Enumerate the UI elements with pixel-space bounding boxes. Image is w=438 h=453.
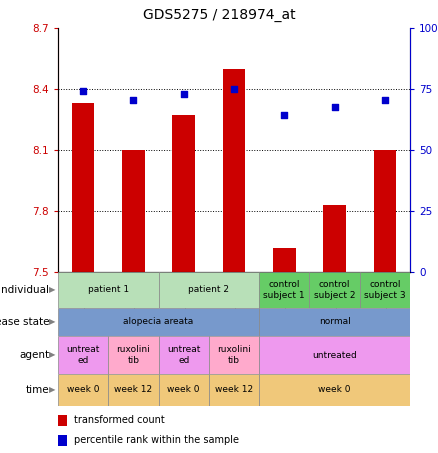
Text: individual: individual xyxy=(0,285,49,295)
Bar xyxy=(374,150,396,272)
Bar xyxy=(209,336,259,374)
Text: patient 2: patient 2 xyxy=(188,285,230,294)
Text: agent: agent xyxy=(19,350,49,360)
Text: alopecia areata: alopecia areata xyxy=(124,318,194,327)
Bar xyxy=(259,308,410,336)
Point xyxy=(180,90,187,97)
Bar xyxy=(159,336,209,374)
Bar xyxy=(273,248,296,272)
Bar xyxy=(259,374,410,406)
Text: control
subject 1: control subject 1 xyxy=(264,280,305,300)
Text: week 12: week 12 xyxy=(114,386,152,395)
Text: patient 1: patient 1 xyxy=(88,285,129,294)
Bar xyxy=(108,374,159,406)
Bar xyxy=(223,69,245,272)
Text: ruxolini
tib: ruxolini tib xyxy=(217,345,251,365)
Text: GSM1414315: GSM1414315 xyxy=(230,272,239,333)
Text: GSM1414314: GSM1414314 xyxy=(179,272,188,333)
Bar xyxy=(58,414,67,426)
Bar xyxy=(108,336,159,374)
Bar xyxy=(72,103,95,272)
Text: ruxolini
tib: ruxolini tib xyxy=(117,345,150,365)
Text: percentile rank within the sample: percentile rank within the sample xyxy=(74,435,239,445)
Bar xyxy=(122,150,145,272)
Text: untreat
ed: untreat ed xyxy=(167,345,201,365)
Bar xyxy=(58,308,259,336)
Point xyxy=(130,96,137,104)
Bar xyxy=(58,272,159,308)
Point xyxy=(230,85,237,92)
Text: ▶: ▶ xyxy=(49,351,56,360)
Text: week 0: week 0 xyxy=(167,386,200,395)
Bar xyxy=(58,374,108,406)
Text: untreated: untreated xyxy=(312,351,357,360)
Point xyxy=(381,96,389,104)
Point xyxy=(331,104,338,111)
Point xyxy=(281,111,288,118)
Text: ▶: ▶ xyxy=(49,386,56,395)
Bar xyxy=(58,435,67,446)
Text: GSM1414316: GSM1414316 xyxy=(280,272,289,333)
Text: transformed count: transformed count xyxy=(74,415,165,425)
Text: GDS5275 / 218974_at: GDS5275 / 218974_at xyxy=(143,8,295,22)
Text: GSM1414313: GSM1414313 xyxy=(129,272,138,333)
Text: ▶: ▶ xyxy=(49,318,56,327)
Text: week 0: week 0 xyxy=(67,386,99,395)
Text: normal: normal xyxy=(319,318,350,327)
Text: GSM1414312: GSM1414312 xyxy=(79,272,88,333)
Text: ▶: ▶ xyxy=(49,285,56,294)
Bar xyxy=(209,374,259,406)
Text: time: time xyxy=(25,385,49,395)
Bar xyxy=(360,272,410,308)
Bar xyxy=(159,374,209,406)
Text: untreat
ed: untreat ed xyxy=(67,345,100,365)
Bar xyxy=(309,272,360,308)
Bar xyxy=(173,116,195,272)
Text: week 12: week 12 xyxy=(215,386,253,395)
Bar xyxy=(58,336,108,374)
Bar xyxy=(323,205,346,272)
Text: control
subject 3: control subject 3 xyxy=(364,280,406,300)
Text: control
subject 2: control subject 2 xyxy=(314,280,355,300)
Bar xyxy=(259,272,309,308)
Point xyxy=(80,88,87,95)
Text: GSM1414317: GSM1414317 xyxy=(330,272,339,333)
Text: GSM1414318: GSM1414318 xyxy=(380,272,389,333)
Bar xyxy=(259,336,410,374)
Text: disease state: disease state xyxy=(0,317,49,327)
Bar xyxy=(159,272,259,308)
Text: week 0: week 0 xyxy=(318,386,351,395)
